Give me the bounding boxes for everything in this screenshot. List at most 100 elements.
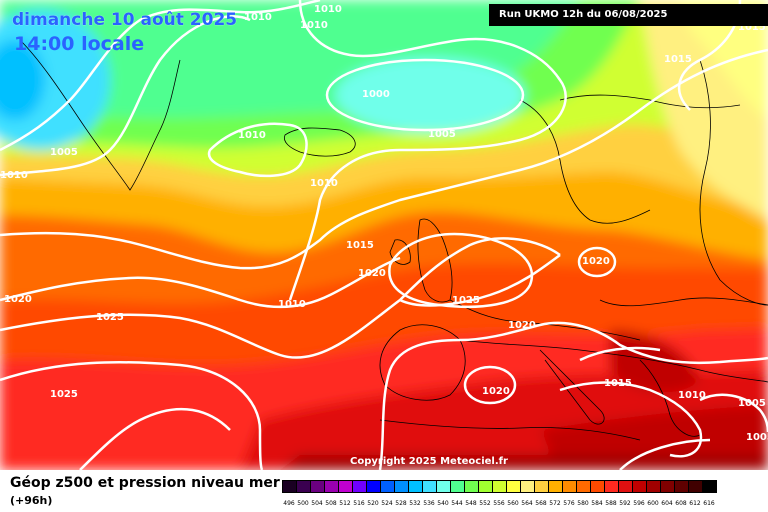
copyright-text: Copyright 2025 Meteociel.fr [350,456,508,467]
legend-label: 516 [353,500,365,507]
legend-swatch [296,480,311,493]
legend-label: 532 [409,500,421,507]
isobar-label: 1010 [300,20,328,31]
legend-swatch [674,480,689,493]
legend-label: 496 [283,500,295,507]
legend-label: 588 [605,500,617,507]
isobar-label: 1020 [358,268,386,279]
legend-label: 576 [563,500,575,507]
coastlines [19,39,768,441]
product-title: Géop z500 et pression niveau mer [10,475,280,491]
isobar-label: 1020 [508,320,536,331]
legend-label: 524 [381,500,393,507]
legend-swatch [422,480,437,493]
legend-label: 572 [549,500,561,507]
legend-swatch [324,480,339,493]
legend-swatch [604,480,619,493]
legend-label: 560 [507,500,519,507]
legend-label: 616 [703,500,715,507]
isobar-label: 1020 [582,256,610,267]
isobar-label: 1015 [604,378,632,389]
legend-swatch [562,480,577,493]
isobar-label: 1010 [278,299,306,310]
legend-swatch [436,480,451,493]
legend-label: 596 [633,500,645,507]
isobar-label: 1000 [362,89,390,100]
isobar-label: 1010 [310,178,338,189]
color-field [0,0,768,470]
legend-label: 600 [647,500,659,507]
isobar-label: 1005 [746,432,768,443]
legend-swatch [380,480,395,493]
legend-label: 612 [689,500,701,507]
legend-swatch [688,480,703,493]
legend-label: 528 [395,500,407,507]
legend-label: 564 [521,500,533,507]
forecast-hour: (+96h) [10,494,53,507]
legend-swatch [394,480,409,493]
legend-swatch [282,480,297,493]
legend-label: 504 [311,500,323,507]
legend-swatch [478,480,493,493]
legend-swatch [338,480,353,493]
legend-swatch [548,480,563,493]
color-legend [282,480,717,493]
isobar-label: 1025 [50,389,78,400]
isobar-label: 1015 [346,240,374,251]
isobar-label: 1025 [96,312,124,323]
legend-label: 520 [367,500,379,507]
isobar-label: 1005 [428,129,456,140]
legend-label: 604 [661,500,673,507]
legend-swatch [702,480,717,493]
isobar-label: 1015 [664,54,692,65]
legend-label: 552 [479,500,491,507]
legend-label: 500 [297,500,309,507]
isobar-label: 1010 [314,4,342,15]
isobar-label: 1010 [238,130,266,141]
isobar-label: 1010 [678,390,706,401]
legend-label: 512 [339,500,351,507]
geopotential-field: 1010 1010 1010 1000 1010 1005 1005 1010 … [0,0,768,470]
legend-swatch [618,480,633,493]
legend-label: 536 [423,500,435,507]
legend-label: 540 [437,500,449,507]
legend-labels: 496 500 504 508 512 516 520 524 528 532 536 540 544 5… [282,500,716,507]
legend-swatch [506,480,521,493]
legend-swatch [310,480,325,493]
legend-swatch [660,480,675,493]
isobar-label: 1010 [244,12,272,23]
legend-label: 556 [493,500,505,507]
isobar-label: 1020 [4,294,32,305]
forecast-time: 14:00 locale [14,33,145,55]
legend-swatch [576,480,591,493]
isobar-label: 1020 [482,386,510,397]
legend-label: 608 [675,500,687,507]
isobar-label: 1015 [738,22,766,33]
isobar-label: 1005 [50,147,78,158]
legend-label: 544 [451,500,463,507]
legend-swatch [450,480,465,493]
isobar-labels: 1010 1010 1010 1000 1010 1005 1005 1010 … [0,4,768,443]
legend-swatch [366,480,381,493]
legend-label: 568 [535,500,547,507]
legend-label: 592 [619,500,631,507]
legend-swatch [492,480,507,493]
legend-swatch [646,480,661,493]
legend-label: 548 [465,500,477,507]
legend-label: 580 [577,500,589,507]
isobar-label: 1005 [738,398,766,409]
legend-swatch [534,480,549,493]
legend-label: 584 [591,500,603,507]
isobar-label: 1010 [0,170,28,181]
legend-label: 508 [325,500,337,507]
weather-map: 1010 1010 1010 1000 1010 1005 1005 1010 … [0,0,768,470]
legend-swatch [590,480,605,493]
legend-swatch [352,480,367,493]
legend-swatch [632,480,647,493]
model-run-label: Run UKMO 12h du 06/08/2025 [489,4,768,26]
legend-swatch [520,480,535,493]
legend-swatch [464,480,479,493]
isobar-label: 1025 [452,295,480,306]
forecast-date: dimanche 10 août 2025 [12,10,238,30]
legend-swatch [408,480,423,493]
